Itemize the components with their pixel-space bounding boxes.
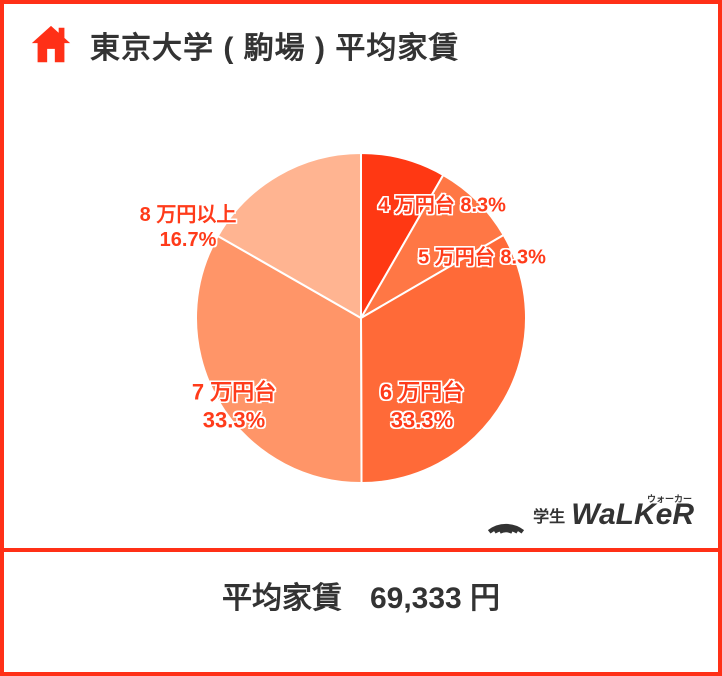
- slice-label: 4 万円台 8.3%: [378, 194, 506, 219]
- logo-ruby: ウォーカー: [647, 492, 692, 505]
- logo-arc-icon: [485, 494, 527, 536]
- pie-chart: 4 万円台 8.3% 5 万円台 8.3% 6 万円台33.3% 7 万円台33.3%…: [4, 78, 718, 548]
- page-title: 東京大学 ( 駒場 ) 平均家賃: [90, 23, 459, 67]
- slice-label: 7 万円台33.3%: [192, 379, 276, 434]
- brand-logo: 学生 WaLKeR ウォーカー: [485, 494, 694, 536]
- footer-label: 平均家賃: [222, 573, 342, 617]
- slice-label: 5 万円台 8.3%: [418, 246, 546, 271]
- house-icon: [28, 22, 74, 68]
- logo-prefix: 学生: [533, 503, 565, 527]
- rent-card: 東京大学 ( 駒場 ) 平均家賃 4 万円台 8.3% 5 万円台 8.3% 6 万…: [0, 0, 722, 676]
- slice-label: 8 万円以上16.7%: [140, 203, 237, 253]
- footer-value: 69,333 円: [370, 573, 500, 617]
- slice-label: 6 万円台33.3%: [380, 379, 464, 434]
- pie-svg-wrap: [176, 133, 546, 508]
- pie-svg: [176, 133, 546, 503]
- header: 東京大学 ( 駒場 ) 平均家賃: [4, 4, 718, 78]
- footer: 平均家賃 69,333 円: [4, 548, 718, 638]
